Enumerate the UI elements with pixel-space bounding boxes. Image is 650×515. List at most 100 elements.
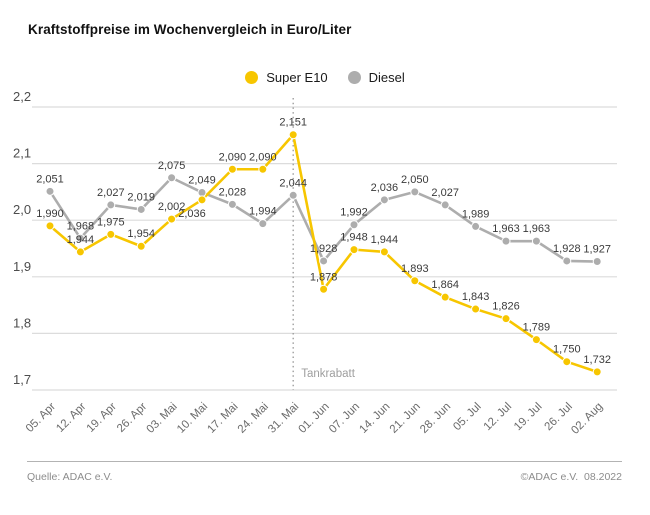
- footer-divider: [27, 461, 622, 462]
- data-point-diesel: [197, 187, 207, 197]
- x-tick-label: 05. Jul: [451, 401, 483, 433]
- y-tick-label: 2,0: [13, 202, 31, 217]
- x-tick-label: 31. Mai: [266, 401, 301, 436]
- x-tick-label: 07. Jun: [327, 401, 362, 436]
- x-tick-label: 26. Apr: [115, 401, 149, 435]
- legend-label-diesel: Diesel: [368, 70, 405, 85]
- data-label: 1,963: [492, 223, 520, 235]
- data-label: 2,051: [36, 173, 64, 185]
- data-point-super-e10: [349, 245, 359, 255]
- data-point-super-e10: [197, 195, 207, 205]
- data-point-super-e10: [471, 304, 481, 314]
- data-point-diesel: [440, 200, 450, 210]
- data-point-diesel: [106, 200, 116, 210]
- data-point-super-e10: [501, 314, 511, 324]
- data-point-diesel: [379, 195, 389, 205]
- data-label: 2,036: [371, 182, 399, 194]
- super-e10-legend-dot-icon: [245, 71, 259, 84]
- data-point-diesel: [319, 256, 329, 266]
- x-tick-label: 24. Mai: [236, 401, 271, 436]
- y-tick-label: 2,2: [13, 89, 31, 104]
- legend-label-super-e10: Super E10: [266, 70, 328, 85]
- data-label: 1,928: [310, 243, 338, 255]
- data-point-super-e10: [106, 229, 116, 239]
- data-label: 2,019: [127, 191, 155, 203]
- tankrabatt-label: Tankrabatt: [301, 368, 356, 380]
- y-tick-label: 1,9: [13, 259, 31, 274]
- data-point-diesel: [531, 236, 541, 246]
- data-label: 1,732: [583, 354, 611, 366]
- x-tick-label: 12. Jul: [482, 401, 514, 433]
- data-label: 2,002: [158, 201, 186, 213]
- copyright-note: ©ADAC e.V. 08.2022: [520, 471, 622, 483]
- data-point-super-e10: [258, 164, 268, 174]
- x-tick-label: 19. Jul: [512, 401, 544, 433]
- data-label: 1,789: [523, 322, 551, 334]
- data-point-diesel: [410, 187, 420, 197]
- data-point-diesel: [136, 204, 146, 214]
- legend-item-diesel: Diesel: [347, 70, 405, 85]
- data-label: 2,036: [178, 208, 206, 220]
- data-point-diesel: [227, 199, 237, 209]
- x-tick-label: 02. Aug: [569, 401, 605, 437]
- data-label: 1,944: [371, 234, 399, 246]
- data-label: 1,826: [492, 301, 520, 313]
- data-label: 1,954: [127, 228, 155, 240]
- data-label: 2,028: [219, 186, 247, 198]
- data-point-super-e10: [592, 367, 602, 377]
- data-label: 1,893: [401, 263, 429, 275]
- data-point-diesel: [562, 256, 572, 266]
- data-point-diesel: [45, 186, 55, 196]
- data-label: 1,878: [310, 271, 338, 283]
- data-label: 1,927: [583, 244, 611, 256]
- data-label: 2,075: [158, 160, 186, 172]
- data-point-super-e10: [136, 241, 146, 251]
- data-point-super-e10: [45, 221, 55, 231]
- x-tick-label: 17. Mai: [205, 401, 240, 436]
- data-label: 2,044: [279, 177, 307, 189]
- x-tick-label: 01. Jun: [297, 401, 332, 436]
- x-tick-label: 28. Jun: [418, 401, 453, 436]
- data-point-super-e10: [167, 214, 177, 224]
- data-label: 1,864: [431, 279, 459, 291]
- data-label: 1,968: [67, 220, 95, 232]
- x-tick-label: 03. Mai: [145, 401, 180, 436]
- x-tick-label: 19. Apr: [85, 401, 119, 435]
- source-note: Quelle: ADAC e.V.: [27, 471, 113, 483]
- data-point-diesel: [592, 257, 602, 267]
- footer: Quelle: ADAC e.V. ©ADAC e.V. 08.2022: [27, 471, 622, 483]
- x-tick-label: 10. Mai: [175, 401, 210, 436]
- x-tick-label: 12. Apr: [54, 401, 88, 435]
- data-point-diesel: [167, 173, 177, 183]
- diesel-legend-dot-icon: [347, 71, 361, 84]
- data-label: 1,948: [340, 232, 368, 244]
- data-point-super-e10: [531, 335, 541, 345]
- data-point-diesel: [75, 233, 85, 243]
- data-label: 1,975: [97, 216, 125, 228]
- data-point-super-e10: [440, 292, 450, 302]
- data-label: 2,090: [249, 151, 277, 163]
- data-point-diesel: [501, 236, 511, 246]
- data-label: 2,049: [188, 174, 216, 186]
- data-label: 1,944: [67, 234, 95, 246]
- data-label: 1,989: [462, 208, 490, 220]
- data-point-diesel: [349, 220, 359, 230]
- data-label: 1,990: [36, 208, 64, 220]
- data-point-diesel: [258, 219, 268, 229]
- data-point-super-e10: [319, 284, 329, 294]
- data-point-super-e10: [227, 164, 237, 174]
- data-point-super-e10: [410, 276, 420, 286]
- x-tick-label: 14. Jun: [357, 401, 392, 436]
- data-label: 2,027: [431, 187, 459, 199]
- data-label: 2,151: [279, 117, 307, 129]
- chart-legend: Super E10 Diesel: [0, 70, 650, 85]
- y-tick-label: 1,7: [13, 372, 31, 387]
- data-point-diesel: [288, 190, 298, 200]
- data-point-diesel: [471, 221, 481, 231]
- data-label: 1,928: [553, 243, 581, 255]
- data-label: 1,994: [249, 206, 277, 218]
- data-point-super-e10: [288, 130, 298, 140]
- data-label: 2,090: [219, 151, 247, 163]
